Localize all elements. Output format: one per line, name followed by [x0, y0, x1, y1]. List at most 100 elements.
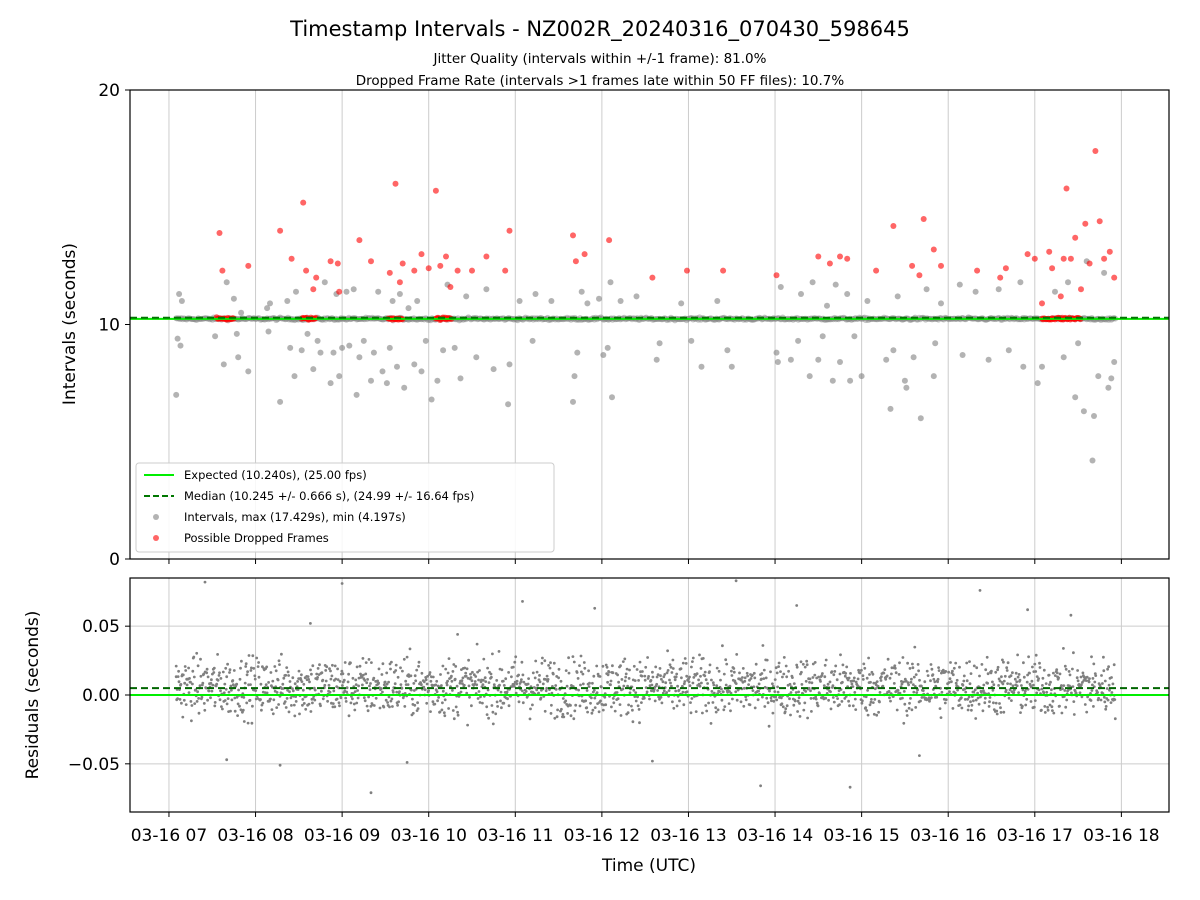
residual-point: [415, 668, 419, 672]
residual-point: [212, 671, 216, 674]
residual-point: [578, 704, 582, 708]
residual-point: [860, 668, 863, 672]
residual-point: [1101, 682, 1104, 685]
residual-point: [1042, 668, 1046, 672]
residual-point: [242, 720, 246, 723]
residual-point: [910, 677, 913, 681]
dropped-frame-point: [443, 253, 449, 260]
residual-point: [521, 673, 525, 677]
residual-point: [841, 663, 845, 667]
residual-point: [260, 708, 263, 712]
residual-point: [511, 665, 515, 669]
residual-point: [683, 680, 687, 683]
residual-point: [954, 681, 958, 685]
residual-point: [581, 672, 585, 676]
residual-point: [889, 699, 892, 703]
residual-point: [880, 675, 883, 679]
residual-point: [895, 708, 899, 712]
residual-point: [367, 695, 370, 699]
residual-point: [286, 670, 290, 674]
residual-point: [583, 666, 587, 670]
residual-point: [412, 682, 416, 685]
residual-point: [742, 704, 746, 708]
residual-points: [174, 579, 1116, 795]
residual-point: [1033, 662, 1037, 666]
residual-point: [564, 699, 568, 703]
residual-point: [800, 670, 803, 674]
residual-point: [826, 682, 830, 686]
dropped-frame-point: [386, 269, 393, 276]
residual-point: [579, 654, 583, 658]
interval-point: [350, 286, 357, 293]
residual-point: [454, 665, 458, 668]
residual-point: [545, 686, 549, 690]
residual-point: [1011, 671, 1014, 675]
residual-point: [951, 673, 955, 677]
residual-point: [410, 688, 413, 692]
residual-point: [813, 661, 817, 664]
residual-point: [794, 691, 798, 694]
residual-point: [729, 691, 733, 695]
residual-point: [819, 680, 822, 683]
residual-point: [809, 689, 812, 693]
residual-point: [1062, 684, 1066, 687]
residual-point: [714, 710, 718, 714]
residual-point: [861, 678, 865, 681]
residual-point: [807, 686, 811, 690]
residual-point: [743, 679, 747, 683]
residual-point: [445, 683, 449, 687]
residual-point: [937, 669, 941, 672]
residual-point: [270, 708, 274, 711]
residual-point: [907, 683, 910, 687]
residual-point: [372, 704, 376, 707]
residual-point: [905, 714, 909, 717]
residual-point: [320, 689, 323, 693]
residual-point: [864, 706, 868, 710]
residual-point: [626, 684, 629, 688]
residual-point: [852, 679, 856, 683]
residual-point: [325, 665, 329, 669]
residual-point: [225, 675, 229, 679]
residual-point: [870, 698, 873, 701]
residual-point: [433, 702, 437, 706]
residual-point: [287, 710, 291, 714]
residual-point: [725, 662, 729, 666]
residual-point: [422, 685, 426, 689]
residual-point: [611, 697, 615, 700]
residual-point: [998, 702, 1001, 705]
residual-point: [679, 667, 683, 671]
residual-point: [764, 676, 768, 680]
residual-point: [997, 684, 1000, 687]
interval-point: [787, 356, 794, 363]
residual-point: [190, 719, 193, 723]
dropped-frame-point: [1096, 218, 1103, 225]
residual-point: [242, 696, 246, 699]
residual-point: [887, 690, 891, 693]
residual-point: [991, 688, 995, 692]
residual-point: [435, 690, 439, 694]
residual-point: [189, 700, 193, 703]
residual-point: [202, 702, 206, 705]
residual-point: [447, 707, 450, 710]
residual-point: [657, 695, 660, 699]
residual-point: [834, 664, 838, 668]
residual-point: [863, 666, 867, 670]
residual-point: [902, 721, 906, 725]
dropped-frame-point: [930, 246, 937, 253]
residual-point: [631, 708, 634, 712]
residual-point: [930, 696, 933, 699]
dropped-frame-point: [1086, 260, 1093, 267]
residual-point: [562, 715, 566, 719]
residual-point: [187, 691, 191, 694]
residual-point: [681, 661, 685, 665]
residual-point: [494, 712, 498, 716]
residual-point: [910, 708, 914, 712]
residual-point: [178, 698, 182, 701]
residual-point: [886, 657, 890, 661]
dropped-frame-point: [506, 227, 513, 234]
residual-point: [995, 709, 999, 713]
residual-point: [370, 661, 373, 664]
residual-point: [1027, 655, 1030, 659]
residual-point: [341, 684, 344, 687]
residual-point: [402, 657, 406, 661]
